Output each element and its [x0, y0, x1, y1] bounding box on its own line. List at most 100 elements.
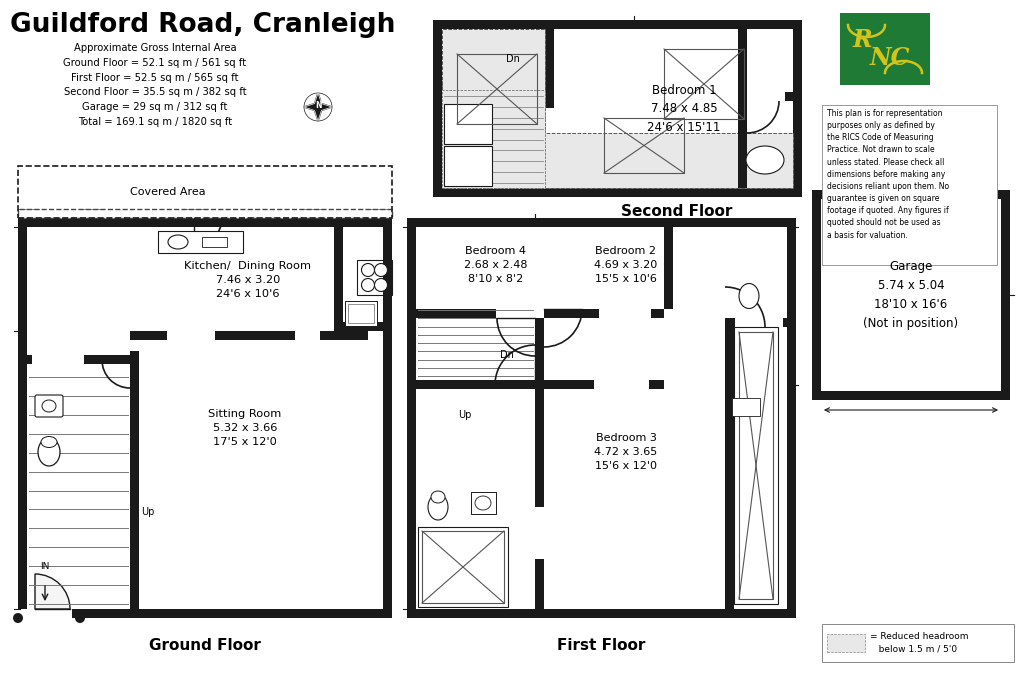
Text: Kitchen/  Dining Room
7.46 x 3.20
24'6 x 10'6: Kitchen/ Dining Room 7.46 x 3.20 24'6 x … — [184, 260, 311, 299]
Bar — [441, 90, 544, 188]
Circle shape — [13, 613, 23, 623]
Bar — [739, 332, 772, 599]
Bar — [167, 331, 215, 340]
Bar — [470, 81, 515, 90]
Text: Bedroom 2
4.69 x 3.20
15'5 x 10'6: Bedroom 2 4.69 x 3.20 15'5 x 10'6 — [594, 245, 657, 284]
Bar — [535, 380, 663, 389]
Bar — [433, 20, 801, 29]
Bar — [471, 492, 495, 514]
Bar — [792, 20, 801, 197]
Bar — [433, 20, 441, 197]
Polygon shape — [304, 93, 331, 121]
Bar — [725, 327, 734, 609]
Bar — [344, 301, 377, 326]
Bar — [347, 304, 374, 323]
Bar — [811, 190, 1009, 199]
Bar — [738, 29, 746, 188]
Text: Up: Up — [458, 410, 471, 420]
Bar — [787, 218, 795, 618]
Bar — [811, 391, 1009, 400]
Bar — [18, 218, 391, 227]
Bar — [18, 209, 40, 218]
Ellipse shape — [739, 284, 758, 309]
Bar — [821, 624, 1013, 662]
Bar — [357, 260, 391, 295]
Bar — [441, 29, 544, 188]
Bar — [543, 309, 663, 318]
Bar — [738, 92, 792, 101]
Bar — [26, 355, 139, 364]
Bar — [725, 318, 787, 327]
Bar — [18, 209, 391, 218]
Bar — [441, 133, 792, 188]
Bar — [129, 331, 294, 340]
Text: Bedroom 4
2.68 x 2.48
8'10 x 8'2: Bedroom 4 2.68 x 2.48 8'10 x 8'2 — [464, 245, 527, 284]
Ellipse shape — [41, 437, 57, 447]
Bar — [443, 104, 491, 144]
Text: Dn: Dn — [499, 350, 514, 360]
Text: Up: Up — [141, 507, 154, 517]
Bar — [422, 531, 503, 603]
Bar — [370, 209, 391, 218]
Bar — [129, 351, 139, 609]
Text: Sitting Room
5.32 x 3.66
17'5 x 12'0: Sitting Room 5.32 x 3.66 17'5 x 12'0 — [208, 409, 281, 447]
Bar — [79, 209, 102, 218]
Text: Second Floor: Second Floor — [621, 205, 732, 220]
Bar — [158, 231, 243, 253]
Bar — [544, 29, 553, 188]
Bar — [407, 218, 795, 227]
Bar — [407, 609, 795, 618]
Ellipse shape — [745, 146, 784, 174]
Bar — [535, 309, 543, 609]
Bar — [382, 218, 391, 618]
Bar — [418, 527, 507, 607]
Text: Dn: Dn — [505, 54, 520, 64]
Bar — [441, 81, 544, 90]
Bar — [443, 146, 491, 186]
Bar — [735, 318, 783, 327]
Ellipse shape — [42, 400, 56, 412]
Bar — [18, 609, 391, 618]
Bar — [734, 327, 777, 604]
Text: = Reduced headroom
   below 1.5 m / 5'0: = Reduced headroom below 1.5 m / 5'0 — [869, 632, 968, 653]
Bar — [598, 309, 650, 318]
Bar — [18, 166, 391, 218]
Text: NC: NC — [869, 46, 909, 69]
Circle shape — [374, 263, 387, 277]
Text: Approximate Gross Internal Area
Ground Floor = 52.1 sq m / 561 sq ft
First Floor: Approximate Gross Internal Area Ground F… — [63, 43, 247, 127]
Text: IN: IN — [41, 562, 50, 571]
Bar — [746, 92, 785, 101]
Bar — [544, 108, 553, 153]
Bar — [18, 218, 26, 618]
Ellipse shape — [168, 235, 187, 249]
Text: Ground Floor: Ground Floor — [149, 638, 261, 653]
Text: Bedroom 3
4.72 x 3.65
15'6 x 12'0: Bedroom 3 4.72 x 3.65 15'6 x 12'0 — [594, 432, 657, 471]
Bar — [445, 148, 489, 184]
Text: N: N — [316, 101, 322, 110]
Bar — [302, 209, 324, 218]
Text: Guildford Road, Cranleigh: Guildford Road, Cranleigh — [10, 12, 395, 38]
Text: This plan is for representation
purposes only as defined by
the RICS Code of Mea: This plan is for representation purposes… — [826, 109, 949, 239]
Bar — [811, 190, 820, 400]
Bar — [840, 13, 929, 85]
Ellipse shape — [428, 494, 447, 520]
Bar — [433, 188, 801, 197]
Text: First Floor: First Floor — [556, 638, 645, 653]
Bar — [202, 237, 227, 247]
Bar — [535, 507, 543, 559]
Bar — [457, 54, 536, 124]
Text: R: R — [851, 29, 871, 52]
Bar — [337, 322, 382, 331]
Bar — [732, 398, 759, 416]
Bar — [445, 106, 489, 142]
Bar — [441, 90, 544, 188]
Bar — [495, 309, 545, 318]
Circle shape — [374, 279, 387, 292]
Bar — [407, 218, 416, 618]
Text: Covered Area: Covered Area — [129, 187, 206, 197]
Bar — [1000, 190, 1009, 400]
Bar — [32, 355, 84, 364]
Circle shape — [75, 613, 85, 623]
Bar — [320, 331, 368, 340]
Bar — [416, 309, 543, 318]
